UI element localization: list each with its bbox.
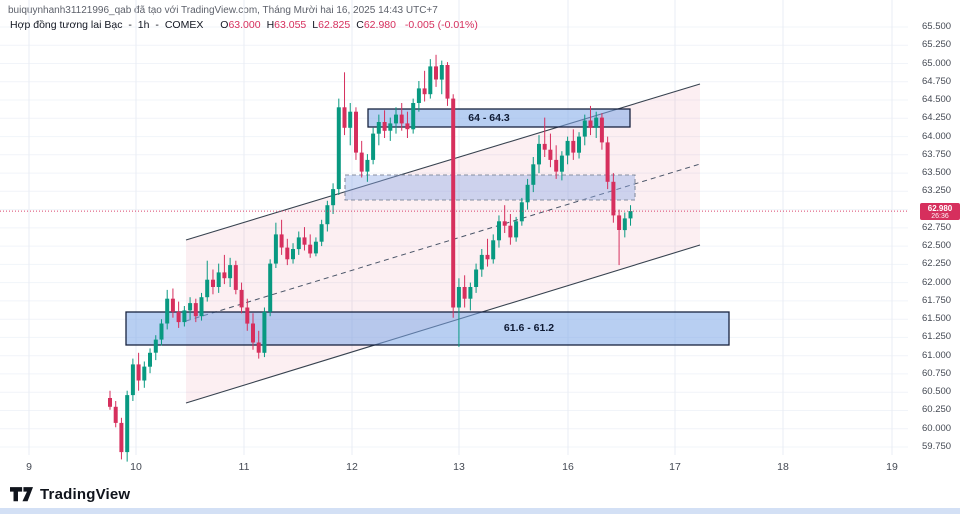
price-axis-label: 64.500	[922, 94, 952, 106]
tradingview-watermark[interactable]: TradingView	[10, 486, 130, 503]
time-axis-label: 18	[777, 461, 789, 473]
price-axis-label: 64.250	[922, 112, 952, 124]
price-axis-label: 62.000	[922, 276, 952, 288]
low-value: 62.825	[318, 19, 351, 31]
price-axis-label: 61.000	[922, 349, 952, 361]
price-axis-label: 59.750	[922, 440, 952, 452]
price-axis-label: 62.500	[922, 240, 952, 252]
price-axis-label: 64.750	[922, 75, 952, 87]
price-axis-label: 65.000	[922, 57, 952, 69]
change-value: -0.005 (-0.01%)	[404, 19, 478, 31]
bottom-scrollbar[interactable]	[0, 508, 960, 514]
current-price: 62.980	[927, 203, 953, 213]
price-axis-label: 63.250	[922, 185, 952, 197]
price-axis-label: 61.500	[922, 313, 952, 325]
price-axis-label: 62.750	[922, 221, 952, 233]
close-value: 62.980	[363, 19, 396, 31]
price-axis-label: 60.250	[922, 404, 952, 416]
low-label: L	[312, 19, 319, 31]
watermark-text: TradingView	[40, 486, 131, 503]
tradingview-logo-icon	[10, 487, 33, 502]
price-axis-label: 62.250	[922, 258, 952, 270]
price-axis-label: 61.750	[922, 294, 952, 306]
time-axis[interactable]: 9 10 11 12 13 16 17 18 19	[0, 456, 908, 478]
high-label: H	[266, 19, 275, 31]
price-axis-label: 60.500	[922, 386, 952, 398]
separator: -	[155, 19, 159, 31]
time-axis-label: 13	[453, 461, 465, 473]
exchange-label: COMEX	[164, 19, 204, 31]
time-axis-label: 11	[238, 461, 250, 473]
symbol-info-row[interactable]: Hợp đồng tương lai Bạc - 1h - COMEX O63.…	[10, 19, 478, 31]
price-axis[interactable]: 62.980 26:36 65.500 65.250 65.000 64.750 64.…	[908, 0, 960, 480]
attribution-text: buiquynhanh31121996_qab đã tạo với Tradi…	[8, 5, 438, 16]
open-label: O	[220, 19, 229, 31]
open-value: 63.000	[228, 19, 261, 31]
price-axis-label: 63.500	[922, 167, 952, 179]
price-axis-label: 60.750	[922, 367, 952, 379]
interval-label: 1h	[137, 19, 150, 31]
bar-countdown: 26:36	[931, 212, 949, 220]
chart-canvas[interactable]	[0, 0, 960, 480]
price-axis-label: 65.500	[922, 21, 952, 32]
price-axis-label: 60.000	[922, 422, 952, 434]
time-axis-label: 17	[669, 461, 681, 473]
time-axis-label: 12	[346, 461, 358, 473]
close-label: C	[356, 19, 364, 31]
separator: -	[128, 19, 132, 31]
ohlc-values: O63.000 H63.055 L62.825 C62.980	[214, 19, 396, 31]
zone-price-label: 61.6 - 61.2	[503, 322, 555, 334]
symbol-name: Hợp đồng tương lai Bạc	[10, 19, 123, 31]
zone-price-label: 64 - 64.3	[468, 112, 510, 124]
time-axis-label: 10	[130, 461, 142, 473]
time-axis-label: 16	[562, 461, 574, 473]
price-axis-label: 61.250	[922, 331, 952, 343]
time-axis-label: 9	[26, 461, 32, 473]
high-value: 63.055	[274, 19, 307, 31]
time-axis-label: 19	[886, 461, 898, 473]
price-axis-label: 65.250	[922, 39, 952, 51]
price-axis-label: 64.000	[922, 130, 952, 142]
price-axis-label: 63.750	[922, 148, 952, 160]
current-price-badge: 62.980 26:36	[920, 202, 960, 220]
